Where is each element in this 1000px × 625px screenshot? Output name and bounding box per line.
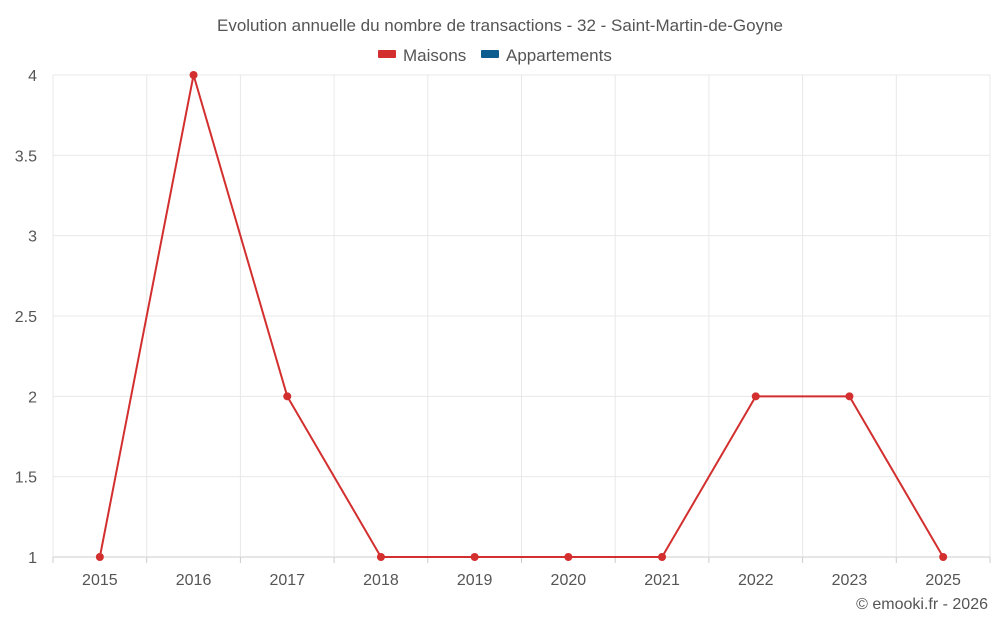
legend-label-maisons: Maisons: [403, 46, 466, 65]
series-line-maisons: [98, 74, 945, 558]
x-tick-label: 2017: [269, 572, 305, 589]
y-tick-label: 2.5: [15, 309, 37, 326]
y-tick-label: 3: [28, 229, 37, 246]
y-tick-label: 3.5: [15, 148, 37, 165]
y-tick-label: 1.5: [15, 470, 37, 487]
legend-swatch-appartements: [481, 50, 499, 58]
legend: Maisons Appartements: [378, 46, 612, 65]
y-tick-label: 1: [28, 550, 37, 567]
data-point-maisons[interactable]: [376, 553, 385, 561]
x-tick-label: 2016: [176, 572, 212, 589]
legend-item-appartements[interactable]: Appartements: [481, 46, 612, 65]
y-tick-label: 4: [28, 68, 37, 85]
legend-label-appartements: Appartements: [506, 46, 612, 65]
data-point-maisons[interactable]: [189, 71, 198, 79]
axes: 1 1.5 2 2.5 3 3.5 4 2015 2016 2017 2018 2019 2020 202…: [15, 68, 991, 589]
x-tick-label: 2023: [832, 572, 868, 589]
data-point-maisons[interactable]: [564, 553, 573, 561]
data-point-maisons[interactable]: [95, 553, 104, 561]
x-tick-label: 2018: [363, 572, 399, 589]
x-tick-label: 2020: [551, 572, 587, 589]
y-tick-label: 2: [28, 389, 37, 406]
x-tick-label: 2022: [738, 572, 774, 589]
x-tick-label: 2021: [644, 572, 680, 589]
data-point-maisons[interactable]: [470, 553, 479, 561]
x-tick-label: 2019: [457, 572, 493, 589]
legend-swatch-maisons: [378, 50, 396, 58]
data-point-maisons[interactable]: [845, 392, 854, 401]
data-point-maisons[interactable]: [658, 553, 667, 561]
chart-title: Evolution annuelle du nombre de transact…: [217, 16, 783, 35]
x-tick-label: 2025: [925, 572, 961, 589]
series-maisons: [95, 71, 948, 561]
data-point-maisons[interactable]: [751, 392, 760, 401]
credit-text: © emooki.fr - 2026: [856, 596, 988, 613]
data-point-maisons[interactable]: [283, 392, 292, 401]
data-point-maisons[interactable]: [939, 553, 948, 561]
legend-item-maisons[interactable]: Maisons: [378, 46, 466, 65]
grid: [52, 74, 991, 558]
x-tick-label: 2015: [82, 572, 118, 589]
